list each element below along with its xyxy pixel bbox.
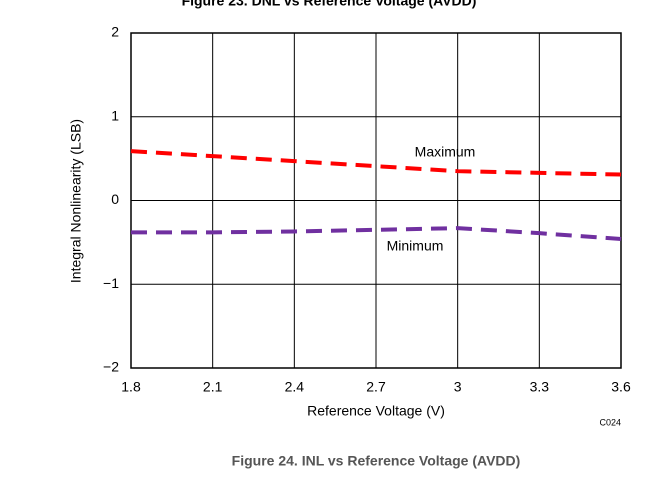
y-axis-label: Integral Nonlinearity (LSB) (68, 119, 84, 283)
data-line (130, 149, 622, 177)
plot-frame (130, 32, 622, 369)
y-tick-label: −1 (103, 275, 119, 291)
figure-code: C024 (599, 417, 621, 427)
x-tick-label: 2.4 (285, 379, 305, 395)
y-tick-label: 2 (111, 24, 119, 40)
y-tick-label: 0 (111, 191, 119, 207)
x-axis-label: Reference Voltage (V) (307, 403, 445, 419)
x-tick-label: 3.6 (611, 379, 631, 395)
x-tick-label: 2.1 (203, 379, 223, 395)
figure-caption: Figure 24. INL vs Reference Voltage (AVD… (232, 453, 521, 469)
series-label: Maximum (415, 144, 476, 160)
series-label: Minimum (387, 238, 444, 254)
y-tick-label: 1 (111, 107, 119, 123)
data-line (131, 226, 622, 242)
x-tick-label: 2.7 (366, 379, 386, 395)
x-tick-label: 1.8 (121, 379, 141, 395)
x-tick-label: 3.3 (530, 379, 550, 395)
x-tick-label: 3 (454, 379, 462, 395)
chart-title: Figure 23. DNL vs Reference Voltage (AVD… (182, 0, 477, 9)
y-tick-label: −2 (103, 359, 119, 375)
